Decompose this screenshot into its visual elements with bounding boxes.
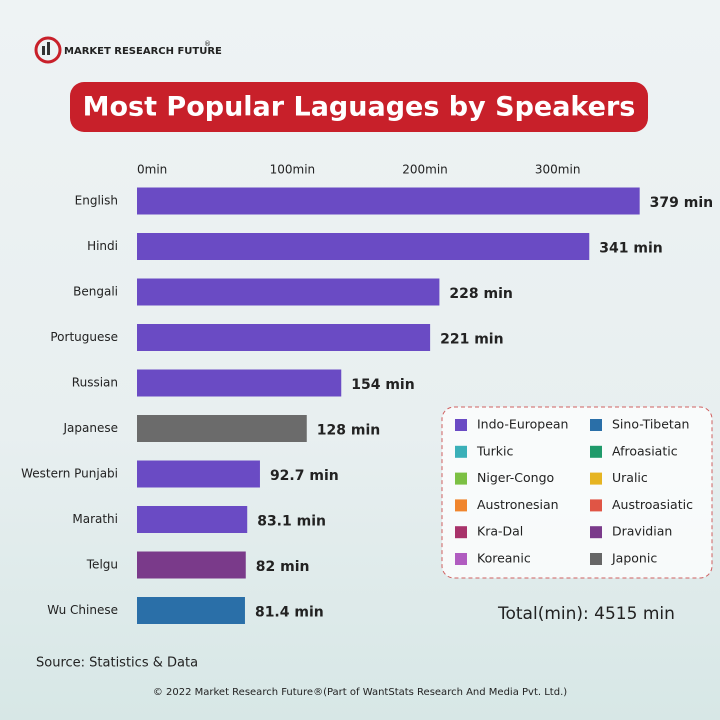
y-tick-label: Portuguese	[50, 330, 118, 344]
bar	[137, 233, 590, 260]
y-tick-label: Marathi	[72, 512, 118, 526]
legend-label: Uralic	[612, 470, 648, 485]
bar	[137, 460, 260, 488]
legend-label: Japonic	[611, 551, 657, 566]
y-tick-label: Telgu	[86, 558, 118, 572]
total: Total(min): 4515 min	[497, 604, 675, 624]
legend-label: Kra-Dal	[477, 524, 523, 539]
x-tick-label: 100min	[270, 163, 316, 177]
bar	[137, 597, 245, 624]
value-label: 81.4 min	[255, 605, 324, 621]
logo: MARKET RESEARCH FUTURE ®	[34, 36, 222, 64]
legend-swatch	[590, 553, 602, 565]
bar	[137, 506, 248, 533]
y-tick-label: Hindi	[87, 239, 118, 253]
legend-swatch	[590, 472, 602, 485]
bar	[137, 324, 431, 351]
value-label: 341 min	[599, 241, 662, 257]
legend-label: Niger-Congo	[477, 470, 554, 485]
y-tick-label: Bengali	[73, 285, 118, 299]
y-tick-label: English	[75, 194, 118, 208]
bar	[137, 278, 440, 306]
value-label: 92.7 min	[270, 468, 339, 484]
footer: © 2022 Market Research Future®(Part of W…	[153, 687, 567, 698]
legend-label: Koreanic	[477, 551, 531, 566]
legend-swatch	[455, 499, 467, 512]
legend-swatch	[455, 526, 467, 539]
legend-label: Indo-European	[477, 417, 568, 432]
legend-label: Austroasiatic	[612, 497, 693, 512]
value-label: 82 min	[256, 559, 310, 575]
bar	[137, 551, 246, 579]
legend-box	[441, 406, 713, 579]
y-tick-label: Russian	[72, 376, 118, 390]
bar	[137, 369, 342, 397]
legend-swatch	[455, 419, 467, 431]
chart-title: Most Popular Laguages by Speakers	[83, 92, 636, 123]
legend-swatch	[590, 499, 602, 512]
legend-swatch	[590, 419, 602, 431]
logo-icon	[47, 42, 50, 55]
value-label: 128 min	[317, 423, 380, 439]
y-tick-label: Western Punjabi	[21, 467, 118, 481]
x-tick-label: 0min	[137, 163, 167, 177]
legend-swatch	[455, 472, 467, 485]
value-label: 228 min	[449, 286, 512, 302]
logo-icon	[42, 46, 45, 55]
value-label: 154 min	[351, 377, 414, 393]
legend-swatch	[590, 445, 602, 458]
value-label: 83.1 min	[257, 514, 326, 530]
x-tick-label: 300min	[535, 163, 581, 177]
value-label: 379 min	[650, 195, 713, 211]
legend-swatch	[590, 526, 602, 539]
legend-label: Sino-Tibetan	[612, 417, 689, 432]
source: Source: Statistics & Data	[36, 656, 198, 671]
value-label: 221 min	[440, 332, 503, 348]
brand-mark: ®	[204, 40, 211, 48]
legend-label: Austronesian	[477, 497, 559, 512]
bar	[137, 415, 307, 442]
title-banner	[70, 82, 648, 132]
legend-label: Turkic	[476, 443, 514, 458]
y-tick-label: Wu Chinese	[47, 603, 118, 617]
bar	[137, 187, 640, 215]
y-tick-label: Japanese	[63, 421, 119, 435]
legend-swatch	[455, 553, 467, 565]
logo-icon	[34, 36, 62, 64]
legend-label: Dravidian	[612, 524, 672, 539]
legend-label: Afroasiatic	[612, 443, 678, 458]
brand: MARKET RESEARCH FUTURE	[64, 46, 222, 57]
legend-swatch	[455, 445, 467, 458]
x-tick-label: 200min	[402, 163, 448, 177]
